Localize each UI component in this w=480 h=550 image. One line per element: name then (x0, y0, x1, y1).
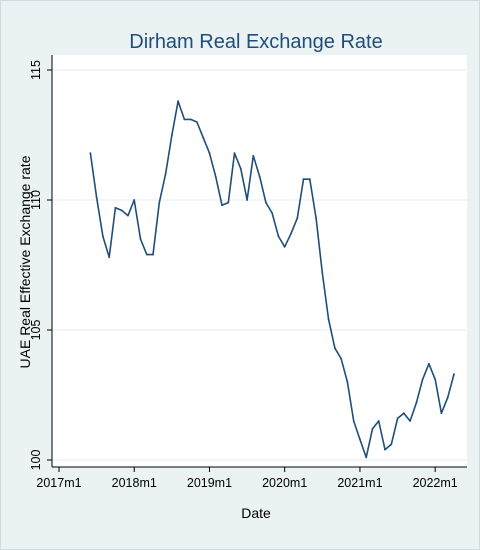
data-point (196, 121, 198, 123)
y-axis-title: UAE Real Effective Exchange rate (17, 155, 33, 368)
data-point (171, 134, 173, 136)
x-tick-label: 2022m1 (413, 476, 458, 490)
data-point (152, 253, 154, 256)
data-point (102, 235, 104, 238)
data-point (233, 152, 236, 155)
data-point (252, 154, 255, 157)
data-point (189, 118, 192, 121)
data-point (246, 199, 249, 201)
data-point (139, 238, 142, 240)
data-point (453, 373, 455, 376)
data-point (239, 167, 242, 170)
data-point (108, 256, 111, 259)
data-point (177, 100, 180, 103)
data-point (283, 245, 286, 248)
grid-lines (52, 69, 467, 461)
x-axis-title: Date (241, 505, 271, 521)
data-point (265, 201, 267, 204)
data-point (340, 357, 342, 360)
data-point (352, 420, 355, 422)
data-point (371, 427, 374, 430)
data-point (95, 196, 98, 199)
plot-area (52, 55, 467, 467)
data-point (114, 206, 117, 209)
data-point (321, 271, 324, 274)
data-point (334, 347, 336, 350)
data-point (308, 178, 311, 181)
data-point (89, 152, 92, 155)
chart-title: Dirham Real Exchange Rate (129, 31, 382, 53)
data-point (396, 417, 399, 420)
x-tick-label: 2018m1 (112, 476, 157, 490)
y-tick-label: 115 (29, 60, 43, 80)
x-ticks: 2017m1 2018m1 2019m1 2020m1 2021m1 2022m1 (36, 467, 458, 490)
data-point (346, 381, 349, 383)
data-point (271, 212, 273, 214)
x-tick-label: 2021m1 (337, 476, 382, 490)
data-point (384, 448, 386, 451)
data-point (327, 318, 330, 321)
data-point (120, 209, 123, 212)
data-point (377, 420, 380, 422)
data-points (89, 100, 455, 459)
data-point (208, 152, 211, 155)
x-tick-label: 2019m1 (187, 476, 232, 490)
data-point (446, 396, 449, 399)
data-point (277, 235, 280, 238)
data-point (290, 232, 292, 235)
data-point (183, 118, 186, 121)
data-point (415, 401, 418, 404)
data-point (434, 378, 437, 381)
data-point (359, 438, 361, 441)
data-point (428, 362, 430, 365)
data-point (296, 217, 299, 220)
data-point (390, 443, 393, 446)
y-tick-label: 100 (29, 450, 43, 471)
data-point (227, 201, 230, 204)
data-point (145, 253, 148, 256)
data-point (221, 204, 223, 207)
data-point (202, 136, 205, 139)
data-point (133, 199, 136, 201)
x-tick-label: 2020m1 (262, 476, 307, 490)
data-point (158, 201, 161, 204)
data-point (214, 175, 217, 178)
y-tick-label: 105 (29, 320, 43, 341)
data-point (302, 178, 305, 181)
data-point (402, 412, 405, 415)
x-tick-label: 2017m1 (36, 476, 81, 490)
data-point (258, 175, 261, 178)
data-point (409, 420, 411, 422)
y-ticks: 100 105 110 115 (29, 60, 52, 470)
data-point (365, 456, 368, 459)
data-point (164, 173, 167, 175)
y-tick-label: 110 (29, 190, 43, 210)
data-point (127, 214, 129, 217)
data-point (315, 217, 317, 220)
data-point (440, 412, 443, 415)
data-point (421, 378, 424, 381)
